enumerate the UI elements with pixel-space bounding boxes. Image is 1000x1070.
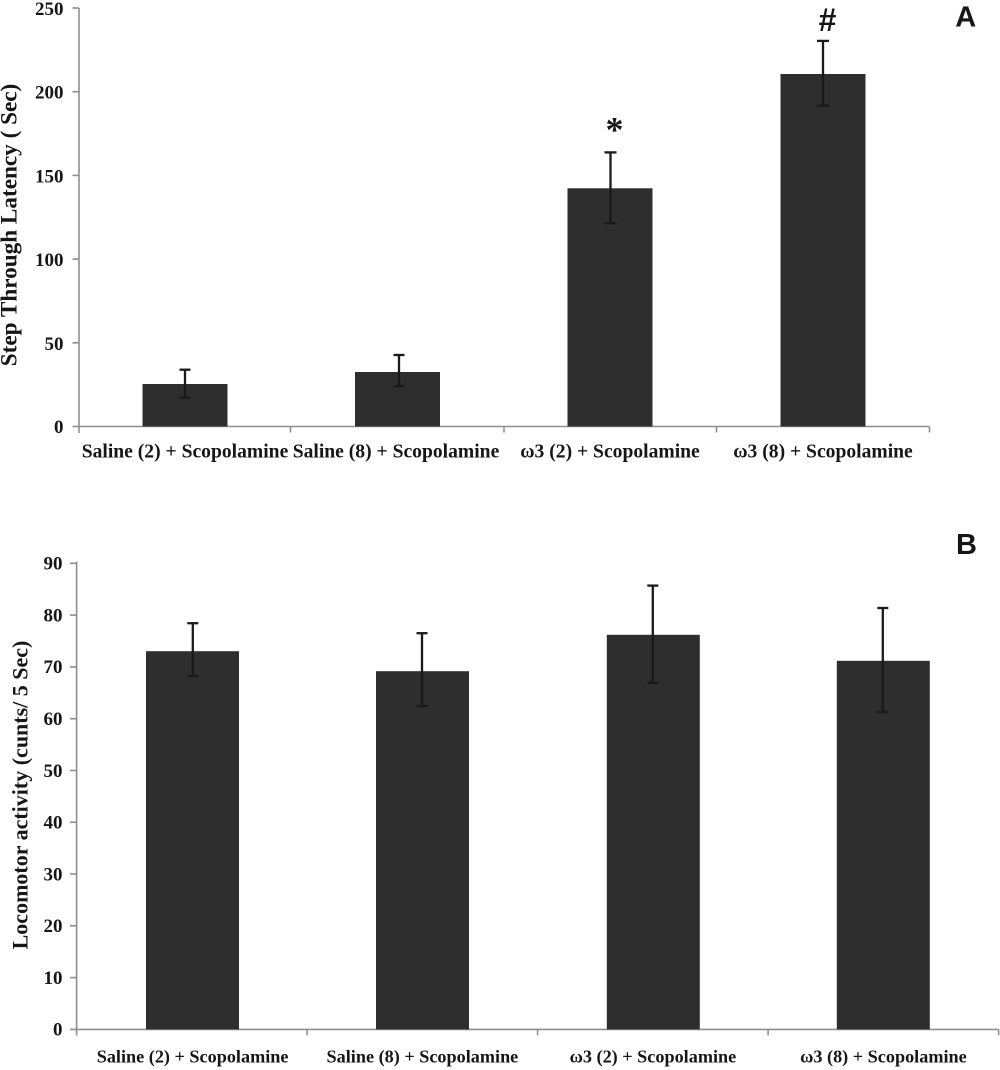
- svg-text:0: 0: [53, 1020, 63, 1041]
- svg-text:30: 30: [44, 864, 63, 885]
- svg-text:250: 250: [35, 0, 64, 20]
- svg-text:80: 80: [44, 605, 63, 626]
- svg-text:ω3 (8) + Scopolamine: ω3 (8) + Scopolamine: [800, 1047, 967, 1068]
- svg-text:B: B: [956, 529, 977, 561]
- svg-text:#: #: [819, 2, 837, 38]
- svg-text:200: 200: [35, 83, 64, 104]
- svg-text:Saline (8) + Scopolamine: Saline (8) + Scopolamine: [327, 1047, 519, 1068]
- svg-text:*: *: [606, 110, 624, 150]
- svg-text:ω3 (8) + Scopolamine: ω3 (8) + Scopolamine: [733, 442, 913, 463]
- svg-text:40: 40: [44, 813, 63, 834]
- svg-text:150: 150: [35, 166, 64, 187]
- svg-text:70: 70: [44, 657, 63, 678]
- svg-text:A: A: [955, 1, 976, 33]
- svg-text:Saline (8) + Scopolamine: Saline (8) + Scopolamine: [293, 442, 500, 463]
- svg-text:Locomotor activity (cunts/ 5 S: Locomotor activity (cunts/ 5 Sec): [8, 641, 33, 950]
- svg-text:Step Through Latency ( Sec): Step Through Latency ( Sec): [0, 84, 23, 367]
- svg-text:0: 0: [54, 417, 64, 438]
- svg-text:90: 90: [44, 554, 63, 575]
- svg-text:60: 60: [44, 709, 63, 730]
- svg-text:Saline (2) + Scopolamine: Saline (2) + Scopolamine: [82, 442, 289, 463]
- svg-text:100: 100: [35, 250, 64, 271]
- svg-text:10: 10: [44, 968, 63, 989]
- svg-text:50: 50: [45, 334, 64, 355]
- svg-text:50: 50: [44, 761, 63, 782]
- svg-text:ω3 (2) + Scopolamine: ω3 (2) + Scopolamine: [520, 442, 700, 463]
- svg-text:Saline (2) + Scopolamine: Saline (2) + Scopolamine: [97, 1047, 289, 1068]
- svg-text:ω3 (2) + Scopolamine: ω3 (2) + Scopolamine: [570, 1047, 737, 1068]
- svg-text:20: 20: [44, 916, 63, 937]
